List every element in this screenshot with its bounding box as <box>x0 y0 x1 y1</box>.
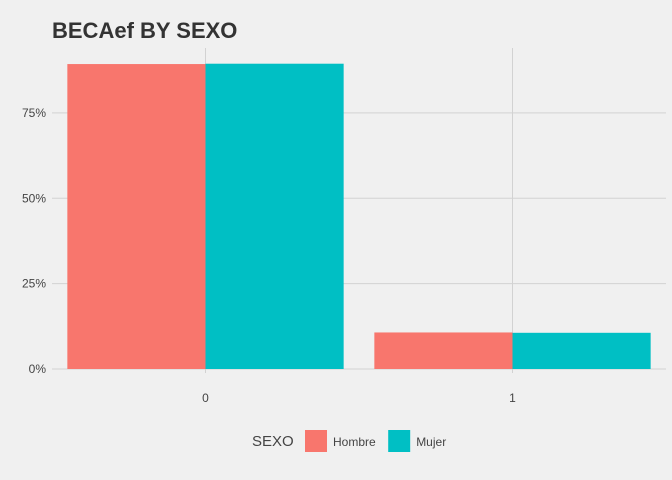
y-tick-label: 0% <box>29 362 47 376</box>
x-tick-label: 1 <box>509 391 516 405</box>
bar-hombre-0 <box>67 64 206 370</box>
bar-mujer-1 <box>512 332 651 369</box>
legend-swatch-mujer <box>388 430 411 452</box>
legend: SEXO Hombre Mujer <box>252 430 446 452</box>
y-axis-ticks: 0% 25% 50% 75% <box>22 106 46 376</box>
y-tick-label: 50% <box>22 191 46 205</box>
bars <box>67 63 651 370</box>
legend-title: SEXO <box>252 433 294 450</box>
bar-hombre-1 <box>374 332 513 369</box>
legend-label-mujer: Mujer <box>416 435 446 449</box>
y-tick-label: 75% <box>22 106 46 120</box>
chart-title: BECAef BY SEXO <box>52 18 237 43</box>
legend-swatch-hombre <box>305 430 327 452</box>
bar-mujer-0 <box>205 63 344 370</box>
x-tick-label: 0 <box>202 391 209 405</box>
legend-label-hombre: Hombre <box>333 435 376 449</box>
y-tick-label: 25% <box>22 277 46 291</box>
